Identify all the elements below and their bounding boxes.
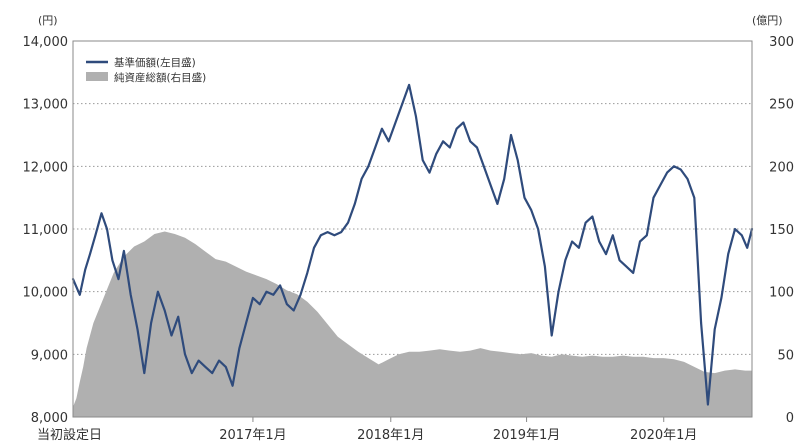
left-tick-label: 9,000	[31, 348, 68, 363]
x-tick-label: 2019年1月	[493, 428, 560, 443]
legend-label-assets: 純資産総額(右目盛)	[114, 71, 206, 84]
left-tick-label: 10,000	[23, 286, 69, 301]
right-axis-unit: (億円)	[752, 14, 783, 27]
right-tick-label: 100	[769, 286, 794, 301]
right-tick-label: 200	[769, 160, 794, 175]
right-tick-label: 150	[769, 223, 794, 238]
x-tick-label: 当初設定日	[37, 427, 102, 443]
x-tick-label: 2020年1月	[630, 428, 697, 443]
left-tick-label: 11,000	[23, 223, 69, 238]
right-tick-label: 50	[777, 348, 794, 363]
right-tick-label: 300	[769, 35, 794, 50]
legend-label-nav: 基準価額(左目盛)	[114, 56, 196, 69]
series-nav-line	[71, 83, 754, 406]
plot-frame	[72, 40, 753, 418]
left-axis-unit: (円)	[38, 14, 58, 27]
left-tick-label: 8,000	[31, 411, 68, 426]
nav-line-layer	[71, 83, 754, 406]
right-axis-ticks: 300 250 200 150 100 50 0	[769, 35, 794, 426]
legend: 基準価額(左目盛) 純資産総額(右目盛)	[86, 56, 206, 84]
left-axis-ticks: 14,000 13,000 12,000 11,000 10,000 9,000 8,000	[23, 35, 69, 426]
legend-swatch-assets	[86, 72, 108, 81]
x-tick-label: 2018年1月	[357, 428, 424, 443]
left-tick-label: 13,000	[23, 98, 69, 113]
series-assets-area	[73, 231, 752, 417]
asset-area-layer	[73, 231, 752, 417]
left-tick-label: 14,000	[23, 35, 69, 50]
x-tick-label: 2017年1月	[219, 428, 286, 443]
x-axis-ticks: 当初設定日 2017年1月 2018年1月 2019年1月 2020年1月	[37, 427, 697, 443]
x-tick-marks	[252, 417, 665, 422]
right-tick-label: 250	[769, 98, 794, 113]
left-tick-label: 12,000	[23, 160, 69, 175]
right-tick-label: 0	[786, 411, 794, 426]
